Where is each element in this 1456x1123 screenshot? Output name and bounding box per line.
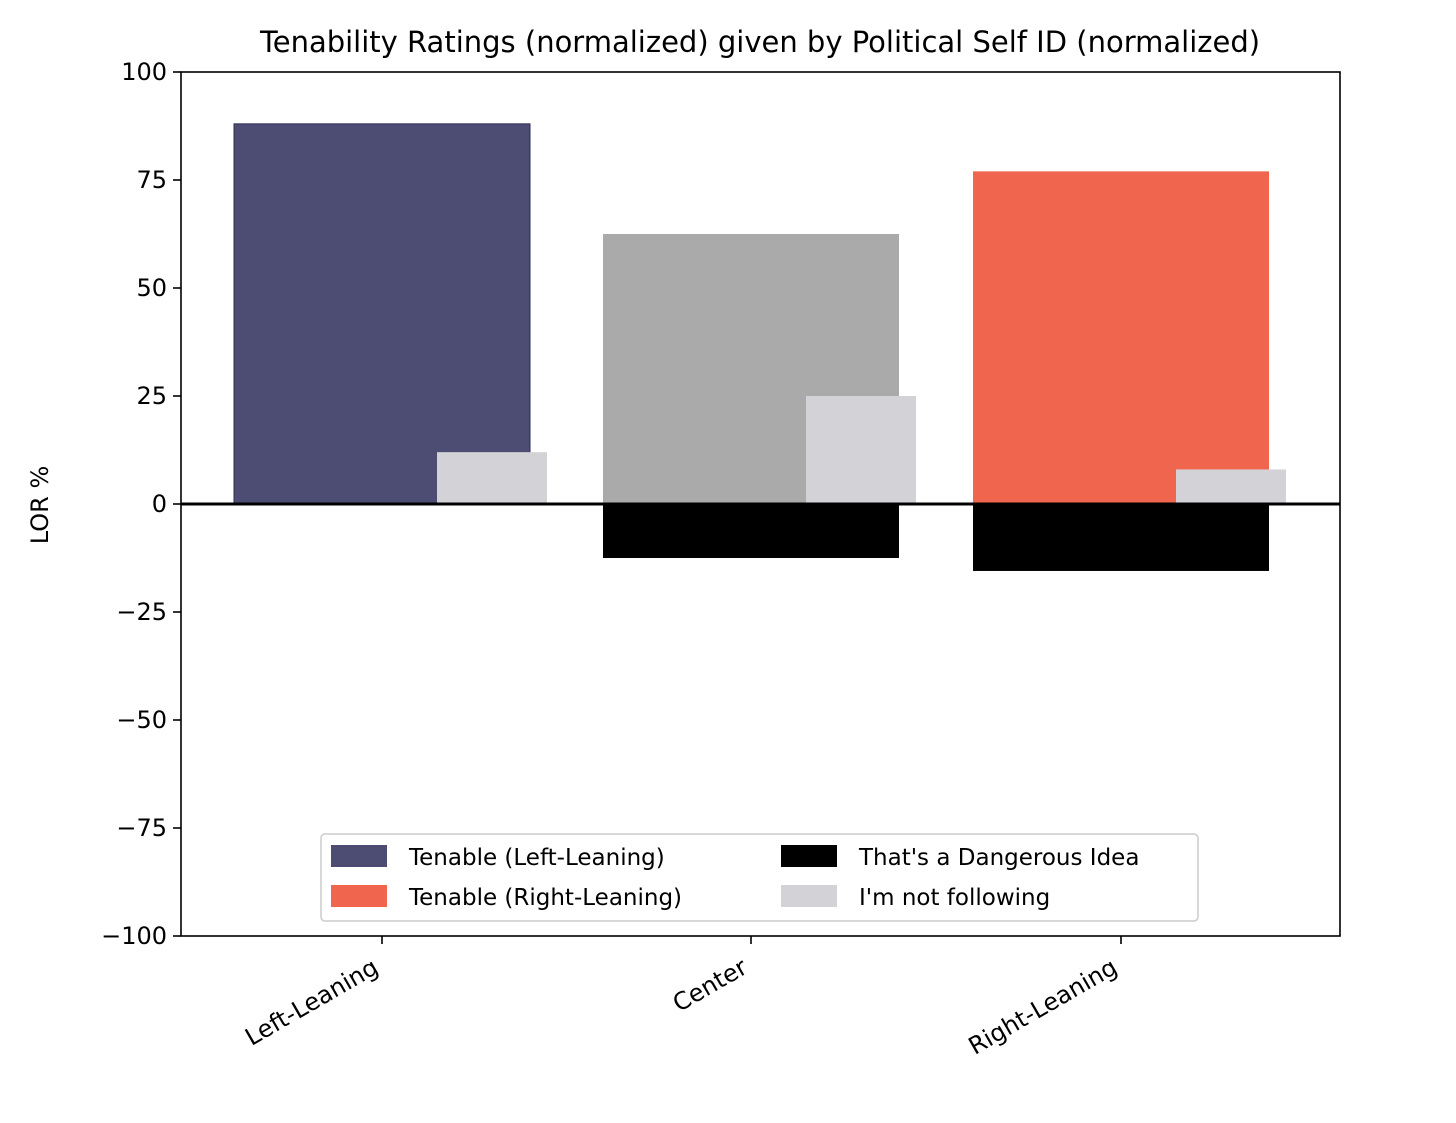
x-tick-label: Right-Leaning bbox=[964, 953, 1122, 1061]
x-tick-label: Center bbox=[668, 953, 752, 1018]
y-tick-label: 25 bbox=[136, 382, 167, 410]
bar-i-m-not-following-right-leaning bbox=[1176, 469, 1286, 504]
y-tick-label: 0 bbox=[152, 490, 167, 518]
y-tick-label: 100 bbox=[121, 58, 167, 86]
legend-label: That's a Dangerous Idea bbox=[858, 845, 1139, 871]
y-tick-label: −100 bbox=[101, 922, 167, 950]
legend-swatch bbox=[781, 885, 837, 907]
legend-frame bbox=[320, 833, 1199, 922]
plot-area: 100 75 50 25 0 −25 −50 −75 −100 Left-Leaning Cente… bbox=[101, 58, 1341, 1061]
bar-i-m-not-following-left-leaning bbox=[437, 452, 547, 504]
bar-tenable-right-leaning bbox=[973, 171, 1269, 505]
bar-that-s-a-dangerous-idea-center bbox=[603, 504, 899, 558]
legend: Tenable (Left-Leaning) Tenable (Right-Lea… bbox=[320, 833, 1199, 922]
legend-swatch bbox=[331, 885, 387, 907]
chart-title: Tenability Ratings (normalized) given by… bbox=[259, 25, 1260, 59]
y-tick-label: 50 bbox=[136, 274, 167, 302]
legend-label: I'm not following bbox=[859, 885, 1050, 911]
y-tick-label: −75 bbox=[116, 814, 167, 842]
x-tick-label: Left-Leaning bbox=[240, 953, 383, 1052]
y-tick-label: −50 bbox=[116, 706, 167, 734]
bar-tenable-left-leaning bbox=[233, 123, 531, 505]
y-axis-label: LOR % bbox=[26, 466, 54, 545]
bar-that-s-a-dangerous-idea-right-leaning bbox=[973, 504, 1269, 571]
legend-swatch bbox=[331, 845, 387, 867]
legend-swatch bbox=[781, 845, 837, 867]
y-tick-label: 75 bbox=[136, 166, 167, 194]
legend-label: Tenable (Left-Leaning) bbox=[408, 845, 665, 871]
bar-i-m-not-following-center bbox=[806, 396, 916, 504]
legend-label: Tenable (Right-Leaning) bbox=[408, 885, 682, 911]
y-tick-label: −25 bbox=[116, 598, 167, 626]
